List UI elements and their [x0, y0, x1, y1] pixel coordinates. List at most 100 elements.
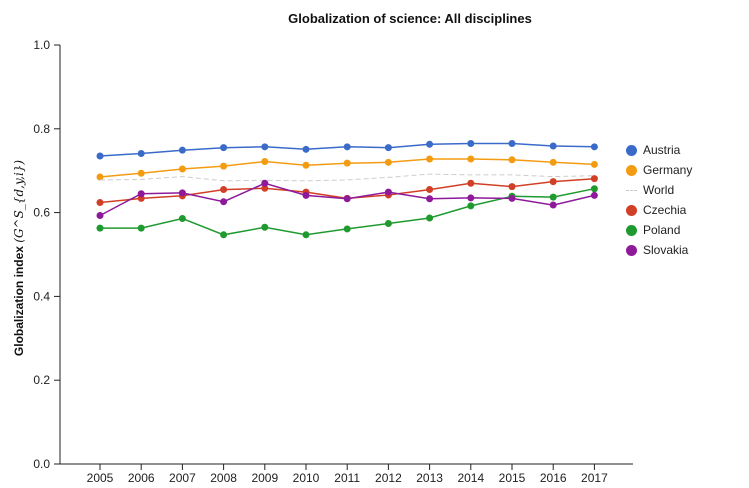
data-point-austria — [220, 144, 228, 152]
data-point-germany — [343, 159, 351, 167]
legend: Austria Germany World Czechia Poland Slovakia — [626, 140, 692, 260]
data-point-germany — [426, 155, 434, 163]
legend-swatch-czechia — [626, 204, 637, 216]
x-tick-label: 2013 — [416, 471, 443, 485]
legend-label-austria: Austria — [643, 143, 681, 157]
x-tick-label: 2007 — [169, 471, 196, 485]
data-point-poland — [220, 231, 228, 239]
data-point-slovakia — [178, 189, 186, 197]
data-point-poland — [343, 225, 351, 233]
legend-item-czechia[interactable]: Czechia — [626, 200, 692, 220]
data-point-slovakia — [220, 198, 228, 206]
data-point-austria — [384, 144, 392, 152]
data-point-slovakia — [384, 188, 392, 196]
legend-label-world: World — [643, 183, 675, 197]
data-point-austria — [343, 143, 351, 151]
data-point-germany — [590, 160, 598, 168]
legend-label-slovakia: Slovakia — [643, 243, 689, 257]
data-point-germany — [220, 162, 228, 170]
data-point-slovakia — [508, 194, 516, 202]
data-point-slovakia — [467, 194, 475, 202]
data-point-germany — [302, 161, 310, 169]
data-point-austria — [178, 146, 186, 154]
legend-item-germany[interactable]: Germany — [626, 160, 692, 180]
data-point-slovakia — [343, 195, 351, 203]
data-point-austria — [467, 139, 475, 147]
data-point-poland — [261, 223, 269, 231]
data-point-slovakia — [96, 212, 104, 220]
data-point-poland — [137, 224, 145, 232]
legend-swatch-germany — [626, 164, 637, 176]
data-point-czechia — [426, 186, 434, 194]
data-point-czechia — [96, 199, 104, 207]
x-tick-label: 2008 — [210, 471, 237, 485]
legend-label-poland: Poland — [643, 223, 681, 237]
x-tick-label: 2017 — [581, 471, 608, 485]
x-tick-label: 2009 — [251, 471, 278, 485]
legend-swatch-austria — [626, 144, 637, 156]
data-point-germany — [178, 165, 186, 173]
legend-label-czechia: Czechia — [643, 203, 687, 217]
legend-item-poland[interactable]: Poland — [626, 220, 692, 240]
x-tick-label: 2011 — [334, 471, 360, 485]
legend-item-slovakia[interactable]: Slovakia — [626, 240, 692, 260]
data-point-slovakia — [590, 191, 598, 199]
data-point-czechia — [220, 186, 228, 194]
data-point-austria — [508, 139, 516, 147]
data-point-poland — [590, 185, 598, 193]
data-point-poland — [96, 224, 104, 232]
data-point-germany — [137, 169, 145, 177]
y-tick-label: 0.6 — [33, 206, 50, 220]
y-tick-label: 0.4 — [33, 289, 50, 303]
x-tick-label: 2006 — [128, 471, 155, 485]
data-point-poland — [178, 214, 186, 222]
data-point-slovakia — [426, 195, 434, 203]
chart-title: Globalization of science: All discipline… — [288, 11, 532, 26]
data-point-germany — [384, 158, 392, 166]
y-tick-label: 0.0 — [33, 457, 50, 471]
x-tick-label: 2012 — [375, 471, 402, 485]
data-point-slovakia — [302, 191, 310, 199]
data-point-germany — [467, 155, 475, 163]
data-point-austria — [426, 140, 434, 148]
data-point-austria — [261, 143, 269, 151]
x-tick-label: 2005 — [87, 471, 114, 485]
y-tick-label: 0.2 — [33, 373, 50, 387]
data-point-germany — [261, 157, 269, 165]
data-point-germany — [96, 173, 104, 181]
y-tick-label: 0.8 — [33, 122, 50, 136]
data-point-germany — [508, 156, 516, 164]
data-point-czechia — [467, 179, 475, 187]
data-point-czechia — [590, 175, 598, 183]
x-tick-label: 2014 — [457, 471, 484, 485]
legend-swatch-poland — [626, 224, 637, 236]
data-point-poland — [549, 193, 557, 201]
legend-item-world[interactable]: World — [626, 180, 692, 200]
data-point-poland — [426, 214, 434, 222]
data-point-slovakia — [549, 201, 557, 209]
x-tick-label: 2016 — [540, 471, 567, 485]
series-line-world — [99, 173, 595, 182]
data-point-austria — [549, 142, 557, 150]
data-point-poland — [302, 231, 310, 239]
x-tick-label: 2015 — [499, 471, 526, 485]
legend-label-germany: Germany — [643, 163, 693, 177]
x-tick-label: 2010 — [293, 471, 320, 485]
y-tick-label: 1.0 — [33, 38, 50, 52]
data-point-slovakia — [137, 190, 145, 198]
data-point-poland — [467, 202, 475, 210]
data-point-austria — [302, 145, 310, 153]
data-point-austria — [96, 152, 104, 160]
legend-item-austria[interactable]: Austria — [626, 140, 692, 160]
data-point-germany — [549, 158, 557, 166]
data-point-poland — [384, 219, 392, 227]
data-point-slovakia — [261, 179, 269, 187]
data-point-czechia — [549, 178, 557, 186]
data-point-czechia — [261, 184, 269, 192]
data-point-austria — [137, 150, 145, 158]
data-point-austria — [590, 143, 598, 151]
legend-swatch-slovakia — [626, 244, 637, 256]
legend-swatch-world — [626, 189, 637, 191]
